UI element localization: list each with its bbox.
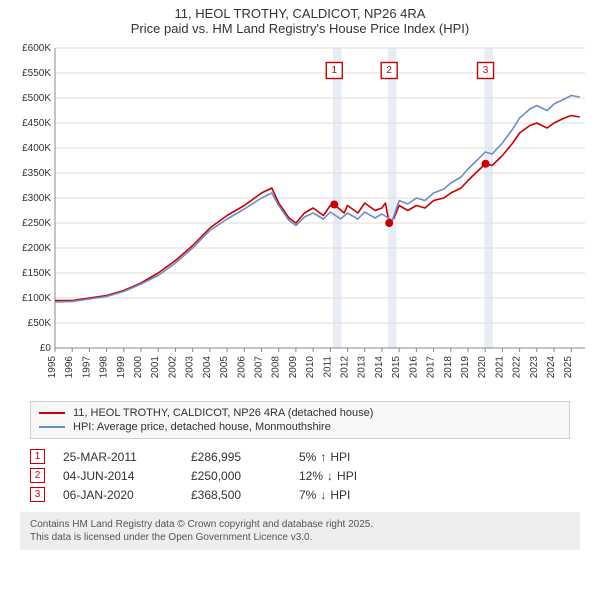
legend-label: HPI: Average price, detached house, Monm… [73, 421, 331, 433]
svg-text:£150K: £150K [22, 268, 51, 279]
svg-text:£400K: £400K [22, 143, 51, 154]
sale-marker: 1 [30, 449, 45, 464]
svg-text:1997: 1997 [81, 356, 92, 379]
sale-date: 06-JAN-2020 [63, 488, 173, 502]
sale-marker: 3 [30, 487, 45, 502]
svg-text:1: 1 [332, 65, 338, 76]
svg-text:2: 2 [386, 65, 392, 76]
svg-text:2018: 2018 [443, 356, 454, 379]
table-row: 3 06-JAN-2020 £368,500 7% ↓ HPI [30, 485, 570, 504]
svg-text:£450K: £450K [22, 118, 51, 129]
svg-text:2012: 2012 [340, 356, 351, 379]
svg-text:2017: 2017 [426, 356, 437, 379]
sale-delta: 5% ↑ HPI [299, 450, 399, 464]
footer-line: This data is licensed under the Open Gov… [30, 531, 570, 544]
legend-row: HPI: Average price, detached house, Monm… [39, 420, 561, 434]
sale-price: £286,995 [191, 450, 281, 464]
svg-text:£250K: £250K [22, 218, 51, 229]
svg-text:£500K: £500K [22, 93, 51, 104]
svg-text:2014: 2014 [374, 356, 385, 379]
sale-marker: 2 [30, 468, 45, 483]
svg-text:£550K: £550K [22, 68, 51, 79]
svg-text:2013: 2013 [357, 356, 368, 379]
sale-price: £368,500 [191, 488, 281, 502]
legend-row: 11, HEOL TROTHY, CALDICOT, NP26 4RA (det… [39, 406, 561, 420]
svg-text:2020: 2020 [477, 356, 488, 379]
svg-text:£600K: £600K [22, 43, 51, 54]
legend: 11, HEOL TROTHY, CALDICOT, NP26 4RA (det… [30, 401, 570, 439]
svg-text:2007: 2007 [253, 356, 264, 379]
svg-text:£200K: £200K [22, 243, 51, 254]
svg-text:1996: 1996 [64, 356, 75, 379]
footer-line: Contains HM Land Registry data © Crown c… [30, 518, 570, 531]
svg-text:2019: 2019 [460, 356, 471, 379]
chart-title: 11, HEOL TROTHY, CALDICOT, NP26 4RA Pric… [0, 0, 600, 38]
svg-text:2003: 2003 [185, 356, 196, 379]
svg-text:£350K: £350K [22, 168, 51, 179]
svg-text:2022: 2022 [512, 356, 523, 379]
svg-text:2024: 2024 [546, 356, 557, 379]
table-row: 1 25-MAR-2011 £286,995 5% ↑ HPI [30, 447, 570, 466]
title-address: 11, HEOL TROTHY, CALDICOT, NP26 4RA [10, 6, 590, 21]
svg-text:2016: 2016 [408, 356, 419, 379]
chart-area: £0 £50K £100K £150K £200K £250K £300K £350K £400… [5, 40, 595, 395]
legend-swatch [39, 426, 65, 428]
legend-label: 11, HEOL TROTHY, CALDICOT, NP26 4RA (det… [73, 407, 373, 419]
svg-text:2006: 2006 [236, 356, 247, 379]
svg-text:2002: 2002 [167, 356, 178, 379]
svg-text:2000: 2000 [133, 356, 144, 379]
title-subtitle: Price paid vs. HM Land Registry's House … [10, 21, 590, 36]
table-row: 2 04-JUN-2014 £250,000 12% ↓ HPI [30, 466, 570, 485]
svg-text:2021: 2021 [494, 356, 505, 379]
svg-text:2010: 2010 [305, 356, 316, 379]
sale-delta: 12% ↓ HPI [299, 469, 399, 483]
sale-date: 25-MAR-2011 [63, 450, 173, 464]
sale-price: £250,000 [191, 469, 281, 483]
svg-text:2001: 2001 [150, 356, 161, 379]
svg-text:2015: 2015 [391, 356, 402, 379]
legend-swatch [39, 412, 65, 414]
sale-delta: 7% ↓ HPI [299, 488, 399, 502]
svg-text:2009: 2009 [288, 356, 299, 379]
arrow-icon: ↑ [320, 450, 326, 464]
svg-text:2008: 2008 [271, 356, 282, 379]
svg-text:1998: 1998 [99, 356, 110, 379]
svg-text:2023: 2023 [529, 356, 540, 379]
svg-text:£50K: £50K [28, 318, 52, 329]
svg-text:1999: 1999 [116, 356, 127, 379]
sales-table: 1 25-MAR-2011 £286,995 5% ↑ HPI 2 04-JUN… [30, 447, 570, 504]
svg-text:2004: 2004 [202, 356, 213, 379]
sale-date: 04-JUN-2014 [63, 469, 173, 483]
svg-text:3: 3 [483, 65, 489, 76]
arrow-icon: ↓ [327, 469, 333, 483]
footer: Contains HM Land Registry data © Crown c… [20, 512, 580, 550]
chart-svg: £0 £50K £100K £150K £200K £250K £300K £350K £400… [5, 40, 595, 395]
svg-text:£300K: £300K [22, 193, 51, 204]
svg-text:1995: 1995 [47, 356, 58, 379]
svg-text:£100K: £100K [22, 293, 51, 304]
svg-text:2005: 2005 [219, 356, 230, 379]
svg-text:2011: 2011 [322, 356, 333, 378]
svg-text:£0: £0 [40, 343, 52, 354]
arrow-icon: ↓ [320, 488, 326, 502]
svg-text:2025: 2025 [563, 356, 574, 379]
